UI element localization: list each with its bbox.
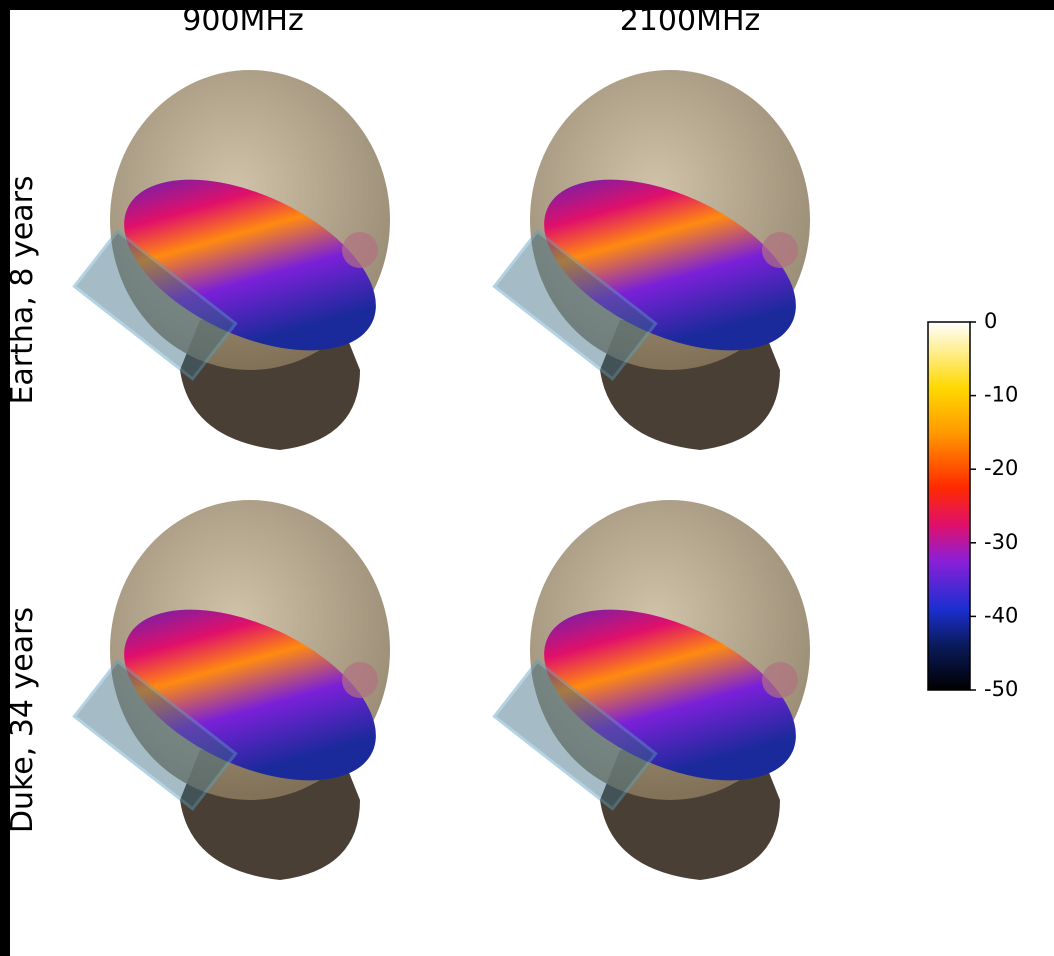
colorbar-tick-label: 0 (984, 309, 997, 333)
colorbar-tick-label: -40 (984, 603, 1018, 627)
colorbar-tick-label: -20 (984, 456, 1018, 480)
colorbar-tick-label: -30 (984, 530, 1018, 554)
left-border (0, 0, 10, 956)
row-title: Eartha, 8 years (5, 175, 40, 404)
top-border (0, 0, 1054, 10)
colorbar-tick-label: -10 (984, 383, 1018, 407)
colorbar (927, 321, 971, 691)
colorbar-tick-label: -50 (984, 677, 1018, 701)
row-title: Duke, 34 years (5, 607, 40, 833)
